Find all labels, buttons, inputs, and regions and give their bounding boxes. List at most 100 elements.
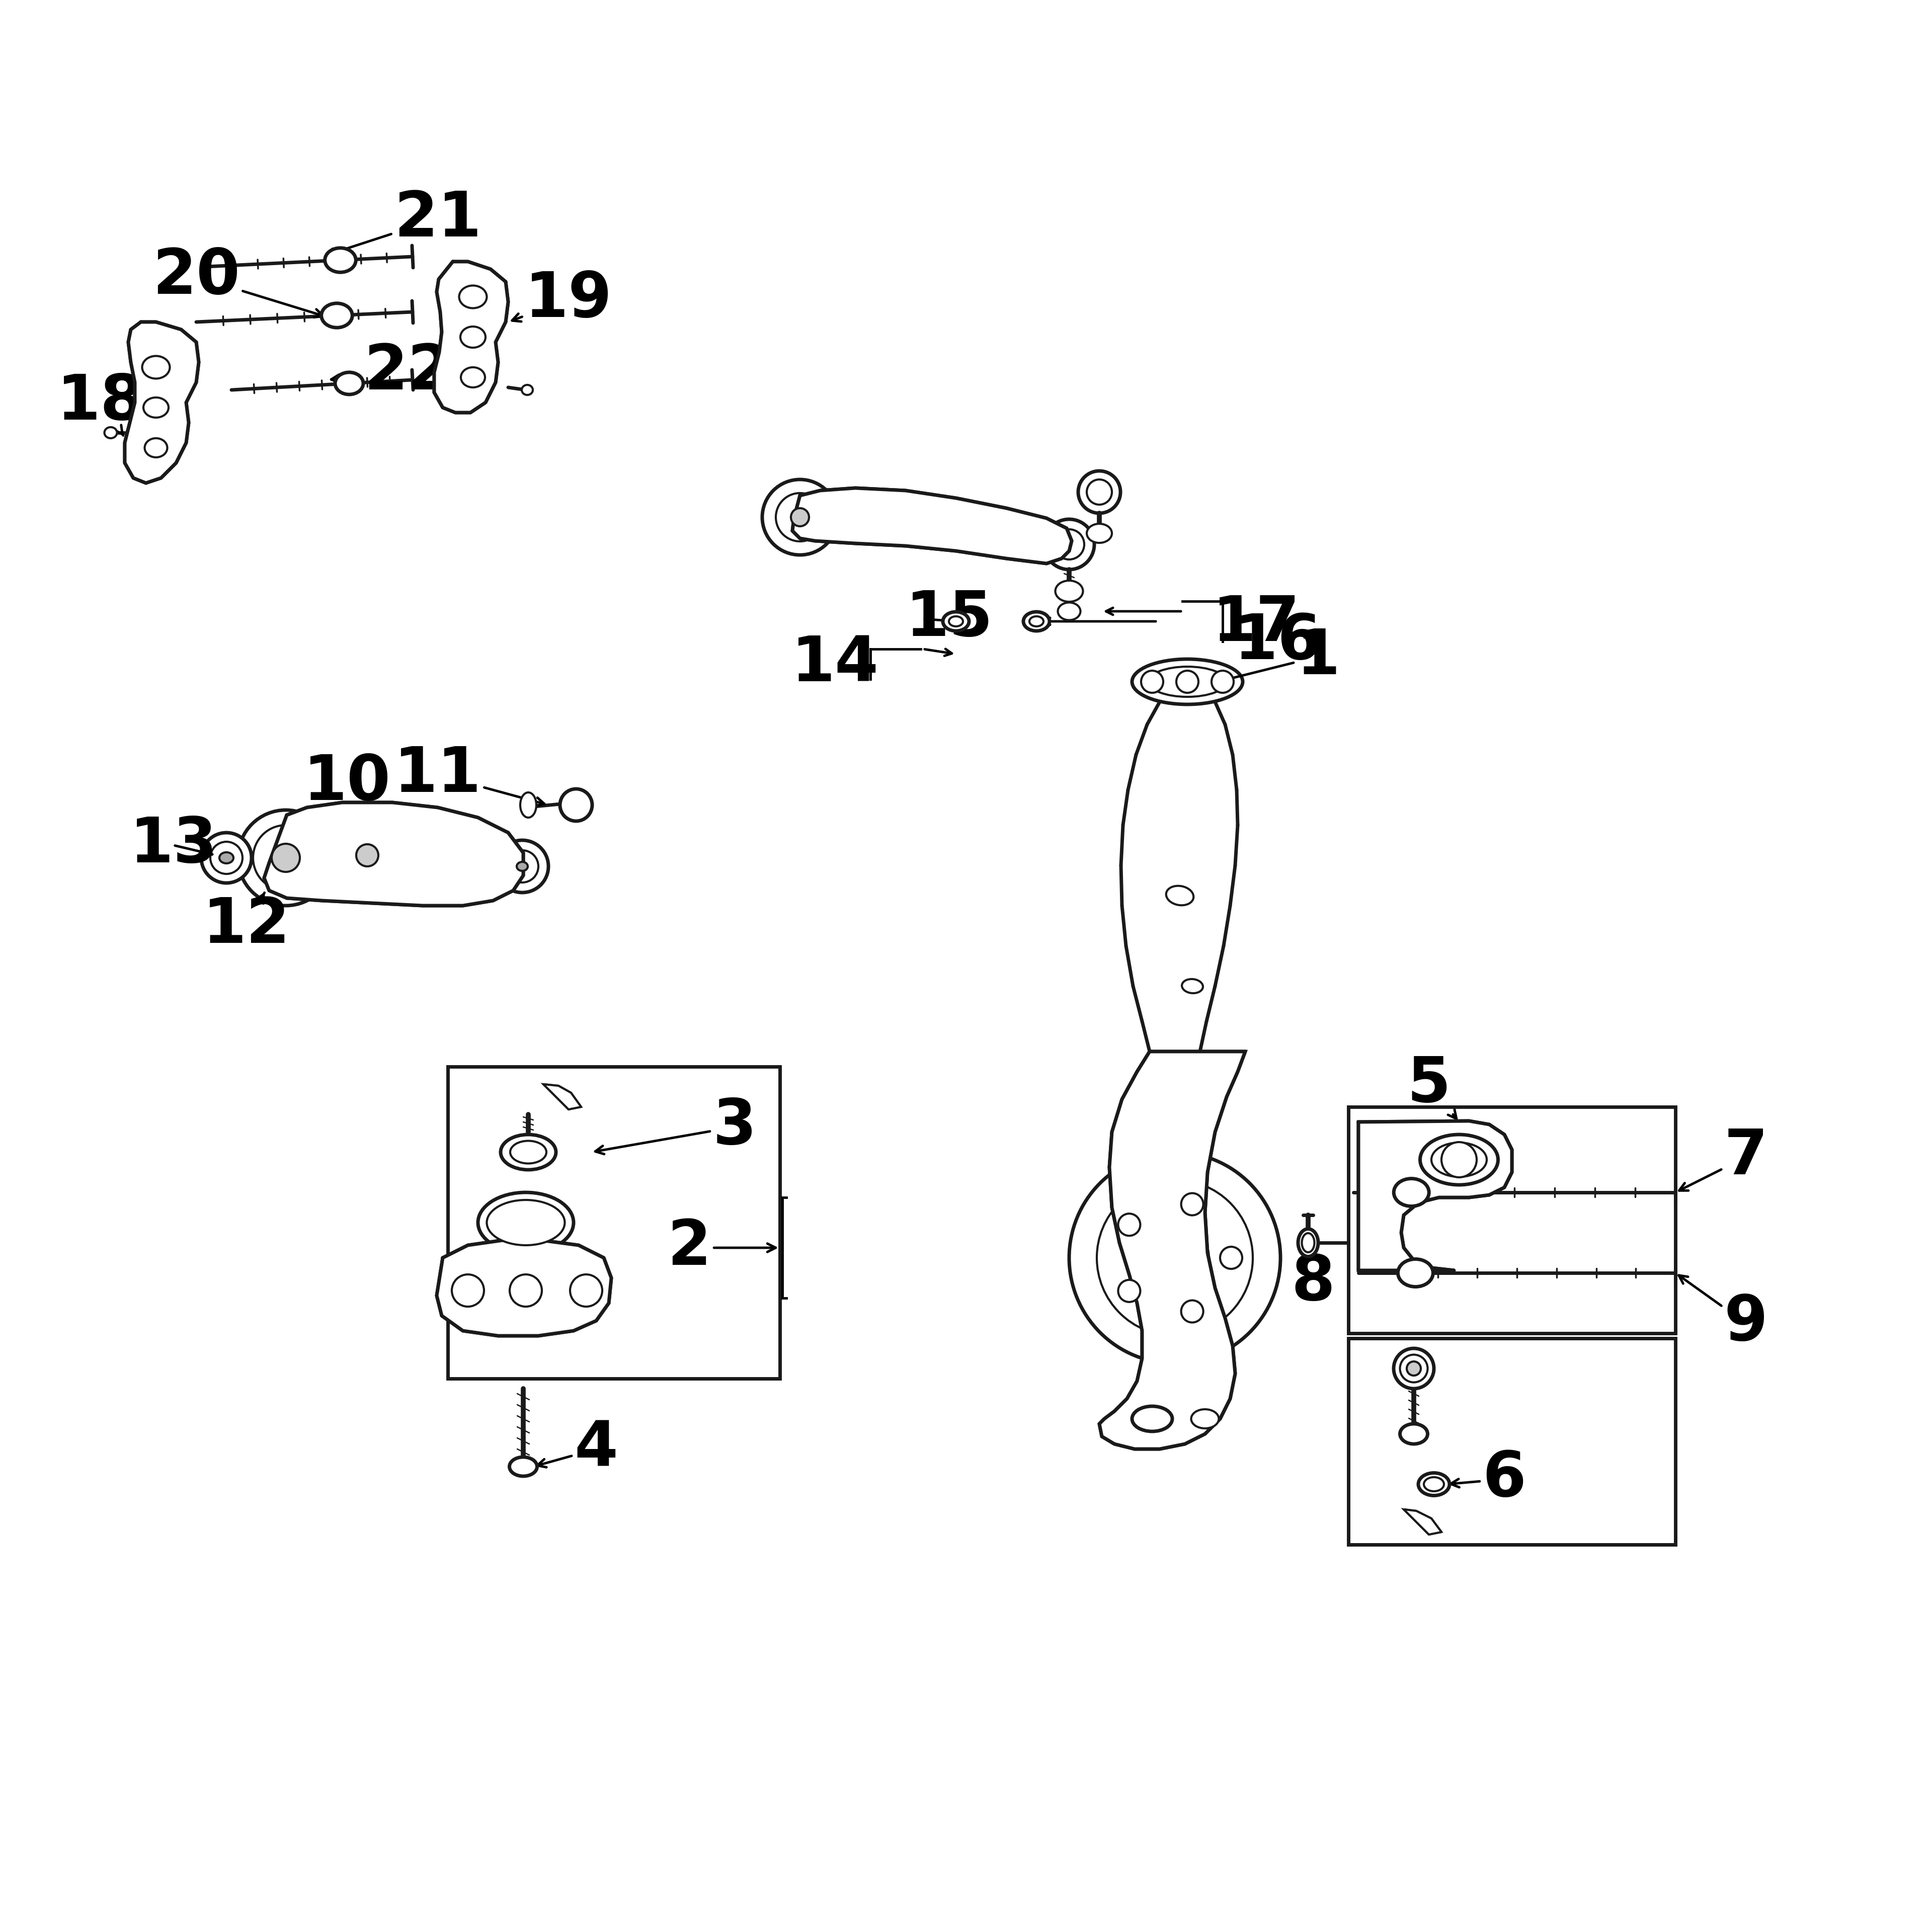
Circle shape bbox=[355, 844, 379, 866]
Circle shape bbox=[272, 844, 299, 871]
Circle shape bbox=[1119, 1279, 1140, 1302]
Circle shape bbox=[510, 1275, 541, 1306]
Polygon shape bbox=[437, 1240, 611, 1335]
Ellipse shape bbox=[1399, 1260, 1434, 1287]
Polygon shape bbox=[126, 323, 199, 483]
Circle shape bbox=[1441, 1142, 1476, 1177]
Circle shape bbox=[506, 850, 539, 883]
Ellipse shape bbox=[1406, 1362, 1420, 1376]
Polygon shape bbox=[1099, 1051, 1246, 1449]
Ellipse shape bbox=[510, 1140, 547, 1163]
Ellipse shape bbox=[1167, 887, 1194, 906]
Circle shape bbox=[570, 1275, 603, 1306]
Polygon shape bbox=[792, 489, 1072, 564]
Ellipse shape bbox=[1086, 524, 1113, 543]
Polygon shape bbox=[543, 1084, 582, 1109]
Circle shape bbox=[1211, 670, 1235, 694]
Text: 21: 21 bbox=[327, 189, 481, 257]
Ellipse shape bbox=[1302, 1233, 1314, 1252]
Text: 7: 7 bbox=[1679, 1126, 1768, 1190]
Text: 20: 20 bbox=[153, 245, 323, 317]
Ellipse shape bbox=[477, 1192, 574, 1252]
Circle shape bbox=[1221, 1246, 1242, 1269]
Text: 15: 15 bbox=[906, 589, 993, 649]
Circle shape bbox=[211, 842, 243, 873]
Circle shape bbox=[452, 1275, 485, 1306]
Ellipse shape bbox=[1298, 1229, 1318, 1256]
Circle shape bbox=[1078, 471, 1121, 514]
Text: 8: 8 bbox=[1291, 1246, 1335, 1314]
Ellipse shape bbox=[1132, 659, 1242, 705]
Text: 13: 13 bbox=[129, 815, 216, 875]
Circle shape bbox=[1097, 1180, 1252, 1335]
Polygon shape bbox=[265, 802, 524, 906]
Ellipse shape bbox=[1401, 1354, 1428, 1381]
Text: 22: 22 bbox=[330, 342, 452, 402]
Ellipse shape bbox=[1424, 1478, 1443, 1492]
Circle shape bbox=[1140, 1223, 1209, 1293]
Text: 14: 14 bbox=[792, 634, 879, 696]
Ellipse shape bbox=[321, 303, 352, 328]
Text: 16: 16 bbox=[1235, 611, 1321, 672]
Ellipse shape bbox=[949, 616, 962, 626]
Circle shape bbox=[342, 831, 392, 881]
Circle shape bbox=[1142, 670, 1163, 694]
Bar bbox=[1349, 1339, 1675, 1544]
Ellipse shape bbox=[462, 367, 485, 388]
Circle shape bbox=[238, 810, 334, 906]
Circle shape bbox=[1180, 1300, 1204, 1323]
Ellipse shape bbox=[1030, 616, 1043, 626]
Bar bbox=[1349, 1107, 1675, 1333]
Circle shape bbox=[763, 479, 838, 554]
Text: 17: 17 bbox=[1213, 593, 1300, 655]
Circle shape bbox=[330, 817, 406, 893]
Ellipse shape bbox=[1393, 1179, 1430, 1206]
Circle shape bbox=[201, 833, 251, 883]
Ellipse shape bbox=[145, 439, 168, 458]
Polygon shape bbox=[1358, 1121, 1513, 1271]
Text: 5: 5 bbox=[1406, 1053, 1457, 1119]
Ellipse shape bbox=[1055, 582, 1084, 601]
Text: 18: 18 bbox=[56, 373, 145, 435]
Ellipse shape bbox=[1059, 603, 1080, 620]
Ellipse shape bbox=[1418, 1472, 1449, 1495]
Circle shape bbox=[1180, 1194, 1204, 1215]
Text: 4: 4 bbox=[537, 1418, 618, 1480]
Circle shape bbox=[560, 788, 593, 821]
Text: 10: 10 bbox=[303, 752, 390, 821]
Ellipse shape bbox=[500, 1134, 556, 1169]
Circle shape bbox=[253, 825, 319, 891]
Ellipse shape bbox=[1432, 1142, 1488, 1177]
Circle shape bbox=[497, 840, 549, 893]
Ellipse shape bbox=[334, 373, 363, 394]
Ellipse shape bbox=[522, 384, 533, 394]
Ellipse shape bbox=[1182, 980, 1204, 993]
Ellipse shape bbox=[143, 355, 170, 379]
Ellipse shape bbox=[143, 398, 168, 417]
Text: 11: 11 bbox=[394, 744, 545, 806]
Text: 12: 12 bbox=[203, 893, 290, 956]
Ellipse shape bbox=[104, 427, 118, 439]
Text: 6: 6 bbox=[1451, 1449, 1526, 1509]
Bar bbox=[448, 1066, 781, 1379]
Ellipse shape bbox=[1401, 1424, 1428, 1443]
Ellipse shape bbox=[325, 247, 355, 272]
Polygon shape bbox=[1405, 1509, 1441, 1534]
Circle shape bbox=[790, 508, 810, 526]
Circle shape bbox=[777, 493, 825, 541]
Ellipse shape bbox=[1192, 1408, 1219, 1428]
Circle shape bbox=[1055, 529, 1084, 560]
Circle shape bbox=[1068, 1151, 1281, 1364]
Text: 9: 9 bbox=[1679, 1275, 1768, 1354]
Ellipse shape bbox=[487, 1200, 564, 1246]
Ellipse shape bbox=[1024, 612, 1049, 632]
Ellipse shape bbox=[943, 612, 970, 632]
Ellipse shape bbox=[1420, 1134, 1497, 1184]
Circle shape bbox=[1086, 479, 1113, 504]
Text: 2: 2 bbox=[667, 1217, 777, 1279]
Circle shape bbox=[1043, 520, 1094, 570]
Polygon shape bbox=[435, 261, 508, 413]
Text: 3: 3 bbox=[595, 1097, 757, 1157]
Ellipse shape bbox=[1148, 667, 1227, 697]
Circle shape bbox=[1119, 1213, 1140, 1236]
